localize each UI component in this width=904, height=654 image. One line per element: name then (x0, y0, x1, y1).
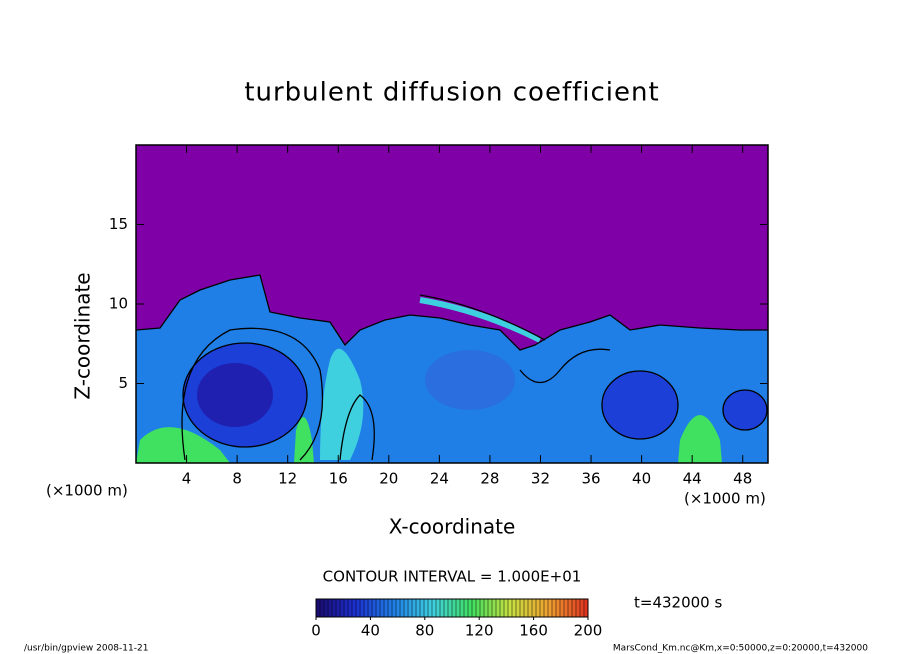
colorbar-tick-label: 200 (574, 622, 603, 640)
x-unit-label: (×1000 m) (46, 482, 128, 500)
y-tick-label: 10 (109, 295, 128, 313)
x-tick-label: 36 (581, 470, 600, 488)
x-tick-label: 16 (329, 470, 348, 488)
contour-interval: CONTOUR INTERVAL = 1.000E+01 (323, 568, 582, 586)
colorbar-tick-label: 40 (361, 622, 380, 640)
contour-lines (136, 274, 768, 461)
x-unit-label: (×1000 m) (684, 490, 766, 508)
x-tick-label: 48 (733, 470, 752, 488)
field-patch (678, 415, 722, 463)
field-patch (320, 348, 364, 460)
y-tick-label: 5 (118, 374, 128, 392)
y-axis-title: Z-coordinate (71, 272, 95, 399)
x-tick-label: 12 (278, 470, 297, 488)
x-tick-label: 20 (379, 470, 398, 488)
time-label: t=432000 s (634, 594, 722, 612)
field-core (723, 390, 767, 430)
chart-title: turbulent diffusion coefficient (244, 78, 659, 108)
contour-field (136, 145, 768, 463)
colorbar-tick-label: 0 (311, 622, 321, 640)
x-tick-label: 44 (683, 470, 702, 488)
x-tick-label: 40 (632, 470, 651, 488)
field-core (425, 350, 515, 410)
x-tick-label: 8 (232, 470, 242, 488)
footer-left: /usr/bin/gpview 2008-11-21 (24, 644, 148, 654)
x-tick-label: 24 (430, 470, 449, 488)
x-tick-label: 28 (480, 470, 499, 488)
colorbar-tick-label: 80 (415, 622, 434, 640)
field-patch (294, 417, 314, 463)
x-axis-title: X-coordinate (389, 515, 516, 539)
footer-right: MarsCond_Km.nc@Km,x=0:50000,z=0:20000,t=… (613, 644, 868, 654)
field-core (602, 371, 678, 439)
field-core (197, 363, 273, 427)
colorbar-tick-label: 160 (519, 622, 548, 640)
x-tick-label: 4 (182, 470, 192, 488)
x-tick-label: 32 (531, 470, 550, 488)
y-tick-label: 15 (109, 215, 128, 233)
colorbar-tick-label: 120 (465, 622, 494, 640)
field-streak (419, 297, 542, 343)
